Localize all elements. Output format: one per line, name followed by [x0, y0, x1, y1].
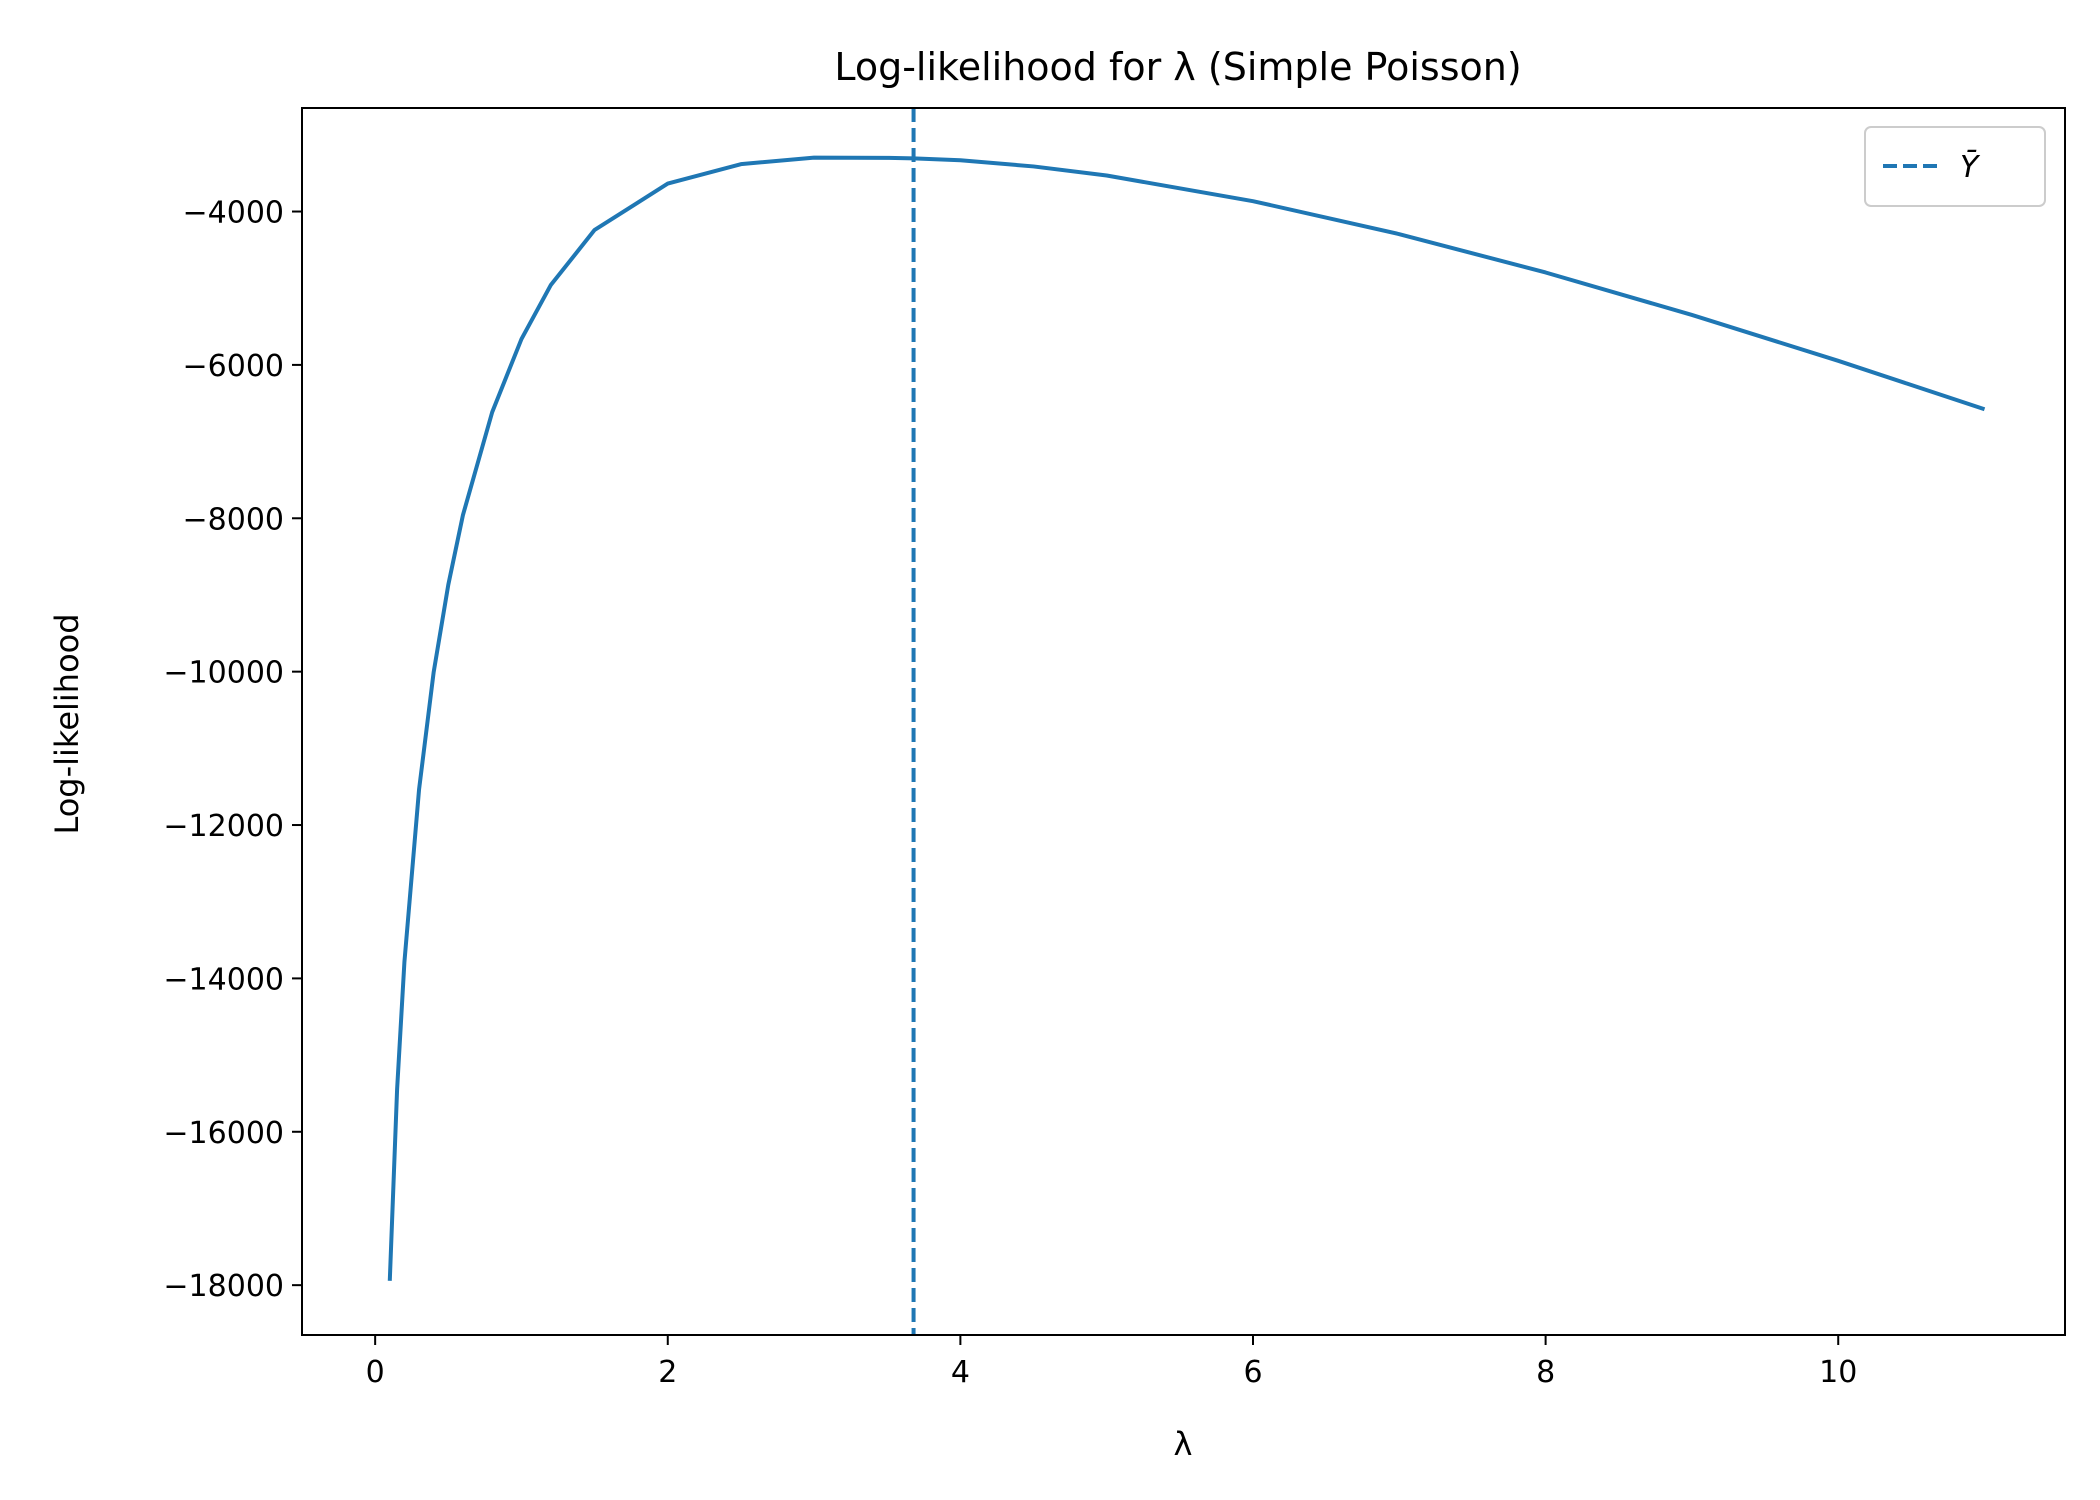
legend: Ȳ: [1864, 126, 2046, 207]
plot-area: [302, 108, 2065, 1335]
y-tick-label: −16000: [163, 1116, 284, 1151]
x-tick-label: 6: [1243, 1355, 1262, 1390]
axis-ticks: 0 2 4 6 8 10 −18000 −16000 −14000 −12000 −10000 −80…: [163, 196, 1857, 1390]
legend-box: [1864, 126, 2046, 207]
y-tick-label: −18000: [163, 1269, 284, 1304]
x-tick-label: 8: [1536, 1355, 1555, 1390]
plot-content: [387, 108, 1986, 1335]
legend-label-ybar: Ȳ: [1960, 149, 1981, 185]
log-likelihood-curve: [387, 155, 1986, 1281]
y-tick-label: −6000: [183, 349, 284, 384]
y-tick-label: −12000: [163, 809, 284, 844]
x-tick-label: 0: [366, 1355, 385, 1390]
y-tick-label: −14000: [163, 962, 284, 997]
plot-border: [301, 107, 2066, 1336]
chart-title: Log-likelihood for λ (Simple Poisson): [834, 45, 1521, 89]
y-tick-label: −10000: [163, 656, 284, 691]
x-tick-label: 10: [1819, 1355, 1857, 1390]
y-tick-label: −4000: [183, 196, 284, 231]
x-tick-label: 2: [658, 1355, 677, 1390]
y-tick-label: −8000: [183, 502, 284, 537]
x-tick-label: 4: [951, 1355, 970, 1390]
x-axis-label: λ: [1174, 1425, 1193, 1463]
y-axis-label: Log-likelihood: [48, 613, 86, 834]
